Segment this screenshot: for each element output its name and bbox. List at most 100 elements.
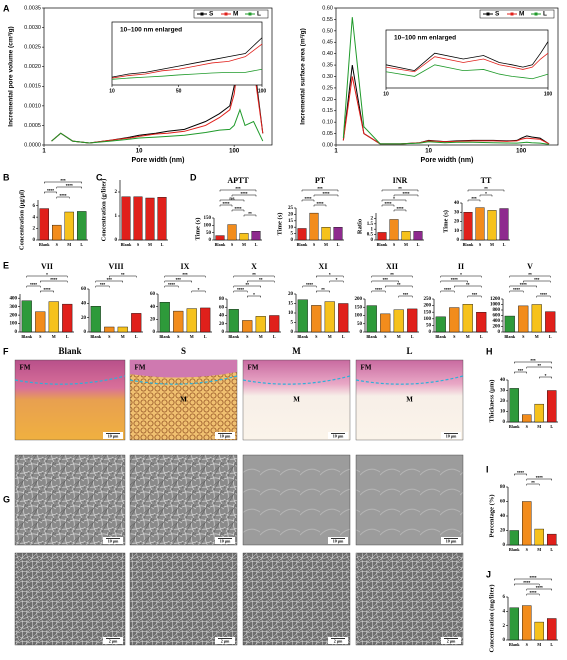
bar	[435, 316, 446, 333]
y-tick-label: 0.0020	[24, 64, 41, 70]
scale-bar-box	[215, 637, 235, 644]
sem-image	[129, 552, 238, 646]
y-tick-label: 0.0030	[24, 25, 41, 31]
significance-bracket	[526, 593, 540, 596]
y-tick-label: 0.5	[367, 233, 374, 238]
y-axis-label: Incremental surface area (m²/g)	[300, 28, 307, 124]
series-line	[385, 52, 549, 73]
significance-label: ****	[523, 580, 530, 585]
significance-label: **	[531, 480, 535, 485]
significance-label: ****	[396, 206, 403, 211]
significance-label: *	[329, 272, 331, 277]
y-tick-label: 100	[10, 322, 18, 327]
bar	[159, 302, 170, 333]
y-axis-label: Concentration (μg/μl)	[18, 190, 25, 250]
significance-label: ****	[59, 193, 66, 198]
significance-label: ****	[451, 277, 458, 282]
x-tick-label: S	[231, 242, 234, 247]
bar	[366, 305, 377, 333]
significance-label: ***	[518, 368, 524, 373]
significance-bracket	[526, 478, 552, 481]
bar	[77, 211, 87, 241]
bar	[251, 230, 261, 241]
bar	[39, 208, 49, 241]
bar	[509, 388, 519, 423]
bar	[393, 309, 404, 333]
y-tick-label: 150	[204, 216, 212, 221]
x-tick-label: M	[404, 242, 408, 247]
x-tick-label: L	[417, 242, 420, 247]
y-tick-label: 50	[426, 324, 432, 329]
x-tick-label: M	[328, 334, 332, 339]
series-line	[111, 68, 263, 80]
y-tick-label: 2	[115, 190, 118, 195]
x-tick-label: 1	[42, 149, 46, 155]
scale-bar-label: 10 μm	[446, 433, 457, 438]
legend-label: L	[543, 11, 547, 18]
y-tick-label: 300	[10, 305, 18, 310]
chart-title: APTT	[227, 176, 249, 185]
significance-label: ****	[517, 470, 524, 475]
bar	[547, 533, 557, 546]
legend-marker	[224, 12, 228, 16]
chart-title: X	[251, 262, 257, 271]
chart-title: VIII	[108, 262, 123, 271]
y-tick-label: 40	[454, 201, 460, 206]
legend-label: M	[519, 11, 524, 18]
bar	[534, 528, 544, 546]
significance-bracket	[26, 285, 41, 288]
significance-label: ***	[472, 292, 478, 297]
inset-title: 10–100 nm enlarged	[394, 35, 456, 42]
bar	[475, 207, 485, 241]
y-tick-label: 1.5	[367, 222, 374, 227]
histology-image	[14, 359, 126, 441]
x-tick-label: M	[537, 547, 541, 552]
scale-bar-box	[328, 637, 348, 644]
region-label: FM	[361, 364, 372, 372]
y-tick-label: 200	[355, 297, 363, 302]
y-tick-label: 15	[288, 219, 294, 224]
y-tick-label: 80	[219, 297, 225, 302]
bar	[333, 226, 343, 241]
bar	[476, 312, 487, 333]
scale-bar-box	[328, 537, 348, 544]
x-tick-label: M	[67, 242, 71, 247]
significance-bracket	[526, 366, 552, 369]
y-axis-label: Concentration (g/liter)	[100, 179, 107, 242]
x-axis-label: Pore width (nm)	[132, 157, 185, 164]
series-line	[385, 41, 549, 72]
legend-marker	[486, 12, 490, 16]
significance-label: **	[121, 272, 125, 277]
y-tick-label: 20	[288, 292, 294, 297]
significance-bracket	[514, 361, 552, 364]
significance-bracket	[40, 290, 54, 293]
significance-bracket	[233, 285, 261, 288]
x-tick-label: L	[204, 334, 207, 339]
y-axis-label: Thickness (μm)	[488, 380, 495, 423]
bar	[186, 308, 197, 333]
micrograph-title: M	[292, 346, 301, 356]
significance-label: **	[321, 287, 325, 292]
x-tick-label: S	[39, 334, 42, 339]
x-axis-label: Pore width (nm)	[421, 157, 474, 164]
y-tick-label: 50	[206, 231, 212, 236]
y-tick-label: 4	[33, 215, 36, 220]
y-tick-label: 40	[500, 378, 506, 383]
significance-label: **	[390, 272, 394, 277]
bar	[297, 299, 308, 333]
significance-bracket	[301, 199, 315, 202]
y-tick-label: 4	[503, 609, 506, 614]
significance-bracket	[233, 290, 248, 293]
chart-title: II	[458, 262, 464, 271]
significance-bracket	[316, 275, 344, 278]
bar	[531, 304, 542, 333]
scale-bar-box	[328, 432, 348, 439]
sem-image	[14, 552, 126, 646]
scale-bar-label: 2 μm	[221, 638, 230, 643]
x-tick-label: S	[522, 334, 525, 339]
y-tick-label: 60	[500, 500, 506, 505]
region-label: M	[293, 396, 300, 404]
significance-bracket	[40, 280, 68, 283]
significance-bracket	[313, 194, 339, 197]
bar	[509, 530, 519, 546]
